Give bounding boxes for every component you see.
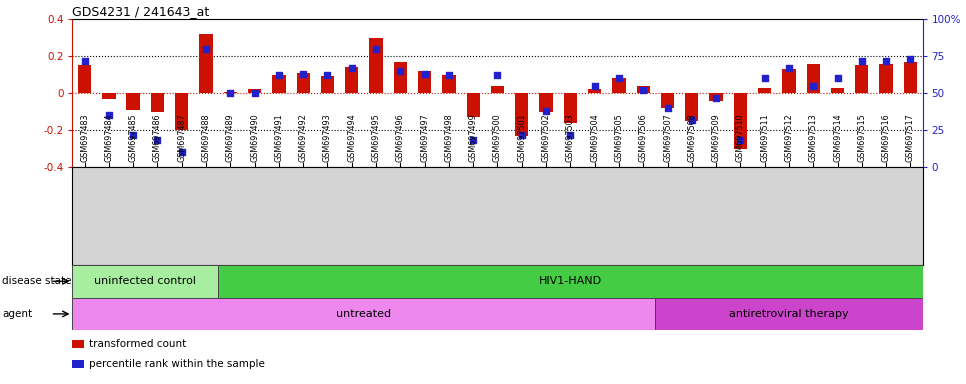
Point [732,137,748,144]
Point [392,68,408,74]
Bar [199,34,213,93]
Point [757,75,773,81]
Bar [588,89,601,93]
Bar [807,64,820,93]
Point [77,58,93,64]
Point [708,94,724,101]
Point [417,71,433,77]
Bar [218,265,923,298]
Point [344,65,359,71]
Point [466,137,481,144]
Point [271,72,287,78]
Point [101,112,117,118]
Bar [297,73,310,93]
Text: GDS4231 / 241643_at: GDS4231 / 241643_at [72,5,210,18]
Bar [904,62,917,93]
Point [781,65,797,71]
Text: transformed count: transformed count [89,339,186,349]
Bar [782,69,796,93]
Bar [661,93,674,108]
Bar [345,67,358,93]
Bar [272,74,286,93]
Bar [758,88,771,93]
Bar [248,89,261,93]
Bar [879,64,893,93]
Point [611,75,627,81]
Text: HIV1-HAND: HIV1-HAND [539,276,602,286]
Bar [467,93,480,117]
Bar [442,74,456,93]
Text: disease state: disease state [2,276,71,286]
Bar [369,38,383,93]
Point [174,149,189,156]
Bar [539,93,553,112]
Point [222,90,238,96]
Point [320,72,335,78]
Point [636,87,651,93]
Point [587,83,603,89]
Point [562,131,578,137]
Point [150,137,165,144]
Bar [321,76,334,93]
Bar [612,78,626,93]
Bar [72,265,218,298]
Bar [394,62,407,93]
Bar [175,93,188,130]
Bar [515,93,528,136]
Bar [564,93,577,123]
Bar [224,92,237,93]
Bar [72,298,655,330]
Point [854,58,869,64]
Point [198,46,213,52]
Bar [127,93,140,110]
Bar [855,65,868,93]
Point [126,131,141,137]
Point [902,56,918,62]
Point [490,72,505,78]
Text: agent: agent [2,309,32,319]
Bar [78,65,91,93]
Text: uninfected control: uninfected control [95,276,196,286]
Point [514,131,529,137]
Bar [831,88,844,93]
Point [806,83,821,89]
Bar [151,93,164,112]
Point [368,46,384,52]
Bar [685,93,698,121]
Text: untreated: untreated [336,309,391,319]
Bar [709,93,723,101]
Bar [102,93,116,99]
Text: antiretroviral therapy: antiretroviral therapy [729,309,849,319]
Bar [491,86,504,93]
Point [660,105,675,111]
Point [441,72,457,78]
Text: percentile rank within the sample: percentile rank within the sample [89,359,265,369]
Point [684,117,699,123]
Bar [734,93,747,149]
Point [296,71,311,77]
Point [247,90,263,96]
Point [538,108,554,114]
Bar [637,86,650,93]
Point [830,75,845,81]
Bar [418,71,431,93]
Point [878,58,894,64]
Bar [655,298,923,330]
